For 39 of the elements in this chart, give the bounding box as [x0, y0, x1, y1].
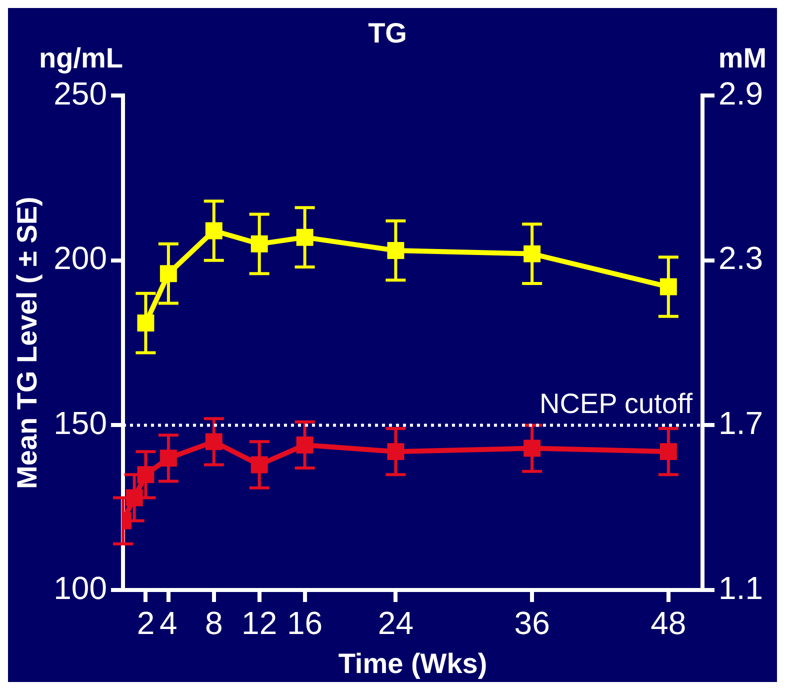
- x-tick-label: 16: [287, 605, 323, 642]
- point: [250, 235, 268, 252]
- point: [660, 443, 677, 460]
- point: [296, 436, 314, 454]
- text: ng/mL: [38, 42, 123, 74]
- point: [524, 440, 541, 457]
- y2-tick-label: 2.9: [718, 75, 763, 112]
- y-tick-label: 100: [54, 570, 107, 606]
- point: [160, 265, 177, 282]
- chart-title: TG: [368, 18, 407, 49]
- x-tick-label: 4: [160, 605, 178, 642]
- y2-tick-label: 1.1: [718, 570, 763, 606]
- y-tick-label: 250: [54, 75, 107, 112]
- point: [387, 443, 404, 460]
- point: [387, 242, 404, 259]
- point: [126, 489, 143, 506]
- point: [296, 228, 314, 246]
- point: [205, 222, 222, 240]
- y-axis-title: Mean TG Level ( ± SE): [12, 196, 43, 489]
- ref-line-label: NCEP cutoff: [539, 388, 693, 419]
- x-tick-label: 48: [650, 605, 686, 642]
- point: [160, 450, 177, 467]
- point: [524, 245, 541, 262]
- x-tick-label: 2: [136, 605, 155, 642]
- y2-tick-label: 1.7: [718, 405, 763, 442]
- y-tick-label: 200: [54, 240, 107, 276]
- x-tick-label: 36: [514, 605, 550, 642]
- point: [137, 466, 154, 484]
- x-tick-label: 24: [378, 605, 414, 642]
- point: [660, 278, 677, 296]
- x-axis-title: Time (Wks): [338, 648, 488, 679]
- y-tick-label: 150: [54, 405, 107, 442]
- x-tick-label: 12: [242, 605, 278, 642]
- point: [205, 433, 222, 450]
- y2-axis-title: mM: [718, 42, 767, 74]
- y2-tick-label: 2.3: [718, 240, 763, 276]
- x-tick-label: 8: [205, 605, 223, 642]
- point: [137, 314, 154, 332]
- point: [250, 456, 268, 474]
